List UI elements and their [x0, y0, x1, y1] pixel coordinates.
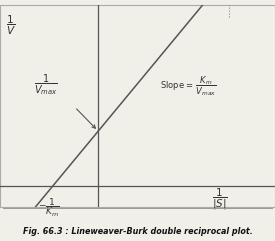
Text: Fig. 66.3 : Lineweaver-Burk double reciprocal plot.: Fig. 66.3 : Lineweaver-Burk double recip… — [23, 227, 252, 236]
Text: $-\dfrac{1}{K_m}$: $-\dfrac{1}{K_m}$ — [37, 197, 59, 219]
Text: $\dfrac{1}{V}$: $\dfrac{1}{V}$ — [6, 13, 16, 37]
Bar — [0, 5, 275, 207]
Text: $\dfrac{1}{V_{max}}$: $\dfrac{1}{V_{max}}$ — [34, 72, 58, 97]
Text: Slope = $\dfrac{K_m}{V_{max}}$: Slope = $\dfrac{K_m}{V_{max}}$ — [160, 74, 216, 98]
Text: $\dfrac{1}{|S|}$: $\dfrac{1}{|S|}$ — [212, 187, 228, 212]
